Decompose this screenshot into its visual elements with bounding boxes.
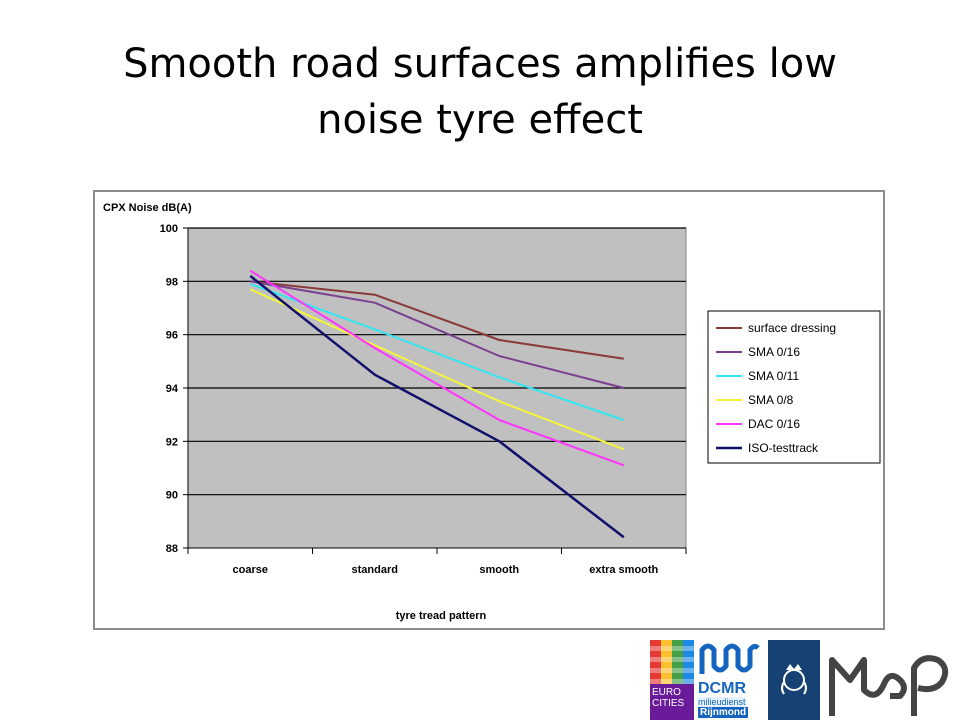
- slide-title: Smooth road surfaces amplifies low noise…: [60, 36, 900, 148]
- legend-label-4: DAC 0/16: [748, 417, 800, 431]
- chart-frame: CPX Noise dB(A) tyre tread pattern 88 90 9…: [93, 190, 885, 630]
- legend-box: [707, 310, 881, 464]
- slide-title-line-1: Smooth road surfaces amplifies low: [123, 41, 837, 87]
- y-tick-label-4: 96: [166, 330, 178, 342]
- series-line-5: [249, 275, 625, 539]
- royal-crest-icon: [781, 664, 807, 695]
- series-line-4: [249, 269, 625, 467]
- dcmr-wave-icon: [699, 643, 760, 674]
- series-line-2: [249, 283, 625, 421]
- dcmr-logo-sub2: Rijnmond: [698, 707, 749, 718]
- x-axis-label: tyre tread pattern: [396, 610, 487, 622]
- dutch-government-logo: [768, 640, 820, 720]
- slide-title-line-2: noise tyre effect: [317, 97, 643, 143]
- series-line-1: [250, 280, 625, 389]
- legend-label-1: SMA 0/16: [748, 345, 800, 359]
- series-line-0: [250, 280, 624, 360]
- legend-label-3: SMA 0/8: [748, 393, 794, 407]
- series-line-3: [249, 288, 625, 451]
- x-tick-label-3: extra smooth: [589, 564, 658, 576]
- y-tick-label-6: 100: [160, 223, 178, 235]
- y-tick-label-2: 92: [166, 436, 178, 448]
- dcmr-logo: DCMR milieudienst Rijnmond: [698, 640, 760, 720]
- x-tick-label-2: smooth: [479, 564, 519, 576]
- legend-label-0: surface dressing: [748, 321, 836, 335]
- mp-letters-icon: [829, 655, 949, 716]
- partner-logos: EURO CITIES DCMR milieudienst Rijnmond: [650, 640, 960, 720]
- y-tick-label-5: 98: [166, 276, 178, 288]
- y-axis-label: CPX Noise dB(A): [103, 202, 192, 214]
- legend-label-5: ISO-testtrack: [748, 441, 819, 455]
- y-tick-label-0: 88: [166, 543, 178, 555]
- y-tick-label-3: 94: [166, 383, 179, 395]
- line-chart: CPX Noise dB(A) tyre tread pattern 88 90 9…: [103, 202, 881, 622]
- legend-label-2: SMA 0/11: [748, 369, 799, 383]
- dcmr-logo-sub1: milieudienst: [698, 697, 746, 707]
- eurocities-logo: EURO CITIES: [650, 640, 694, 720]
- x-tick-label-0: coarse: [233, 564, 268, 576]
- y-tick-label-1: 90: [166, 490, 178, 502]
- eurocities-logo-text: EURO CITIES: [652, 687, 685, 709]
- dcmr-logo-title: DCMR: [698, 680, 746, 697]
- x-tick-label-1: standard: [352, 564, 398, 576]
- mp-logo: [826, 640, 960, 720]
